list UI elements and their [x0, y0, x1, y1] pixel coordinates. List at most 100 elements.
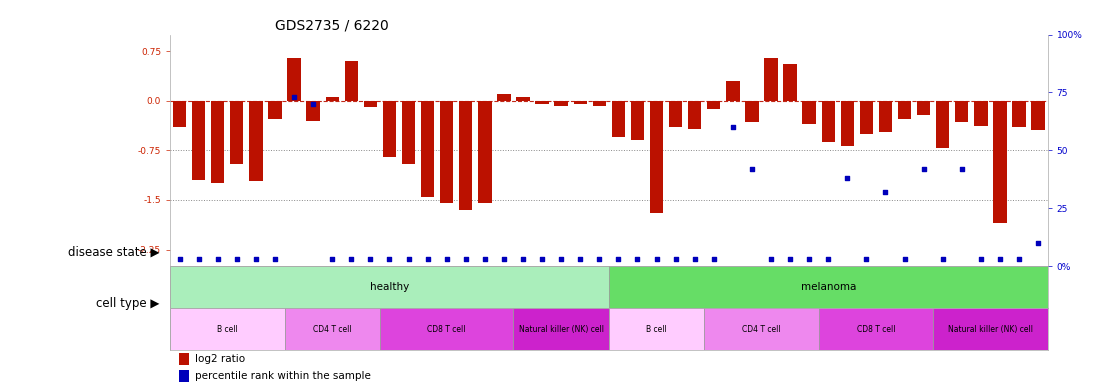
- Bar: [917, 101, 930, 115]
- Point: [190, 256, 207, 262]
- Bar: [609, 266, 1048, 308]
- Text: melanoma: melanoma: [801, 282, 856, 292]
- Bar: [249, 101, 262, 181]
- Point: [953, 166, 971, 172]
- Bar: [179, 369, 190, 382]
- Bar: [649, 101, 664, 213]
- Point: [686, 256, 703, 262]
- Bar: [380, 308, 513, 350]
- Bar: [179, 353, 190, 366]
- Bar: [688, 101, 701, 129]
- Point: [342, 256, 360, 262]
- Point: [267, 256, 284, 262]
- Text: cell type ▶: cell type ▶: [95, 297, 159, 310]
- Point: [667, 256, 685, 262]
- Text: healthy: healthy: [370, 282, 409, 292]
- Point: [629, 256, 646, 262]
- Bar: [284, 308, 380, 350]
- Bar: [192, 101, 205, 180]
- Bar: [955, 101, 969, 122]
- Bar: [211, 101, 225, 184]
- Text: GDS2735 / 6220: GDS2735 / 6220: [275, 18, 389, 32]
- Bar: [822, 101, 835, 142]
- Bar: [1013, 101, 1026, 127]
- Point: [647, 256, 665, 262]
- Point: [476, 256, 494, 262]
- Bar: [818, 308, 934, 350]
- Text: B cell: B cell: [646, 325, 667, 334]
- Point: [819, 256, 837, 262]
- Point: [419, 256, 437, 262]
- Bar: [669, 101, 682, 127]
- Bar: [609, 308, 704, 350]
- Point: [896, 256, 914, 262]
- Bar: [974, 101, 987, 126]
- Point: [992, 256, 1009, 262]
- Bar: [497, 94, 510, 101]
- Point: [781, 256, 799, 262]
- Bar: [344, 61, 358, 101]
- Point: [533, 256, 551, 262]
- Bar: [402, 101, 415, 164]
- Bar: [897, 101, 912, 119]
- Point: [877, 189, 894, 195]
- Point: [362, 256, 380, 262]
- Bar: [592, 101, 606, 106]
- Point: [438, 256, 455, 262]
- Bar: [860, 101, 873, 134]
- Text: CD4 T cell: CD4 T cell: [313, 325, 351, 334]
- Point: [285, 94, 303, 100]
- Text: CD8 T cell: CD8 T cell: [857, 325, 895, 334]
- Point: [247, 256, 264, 262]
- Bar: [421, 101, 434, 197]
- Point: [208, 256, 226, 262]
- Bar: [440, 101, 453, 203]
- Bar: [879, 101, 892, 132]
- Point: [553, 256, 570, 262]
- Bar: [574, 101, 587, 104]
- Bar: [1031, 101, 1044, 131]
- Bar: [306, 101, 320, 121]
- Bar: [383, 101, 396, 157]
- Bar: [364, 101, 377, 108]
- Bar: [230, 101, 244, 164]
- Bar: [269, 101, 282, 119]
- Point: [934, 256, 951, 262]
- Bar: [517, 98, 530, 101]
- Point: [304, 101, 321, 107]
- Point: [495, 256, 512, 262]
- Point: [801, 256, 818, 262]
- Bar: [765, 58, 778, 101]
- Point: [743, 166, 760, 172]
- Bar: [170, 308, 284, 350]
- Point: [399, 256, 417, 262]
- Point: [858, 256, 875, 262]
- Bar: [783, 65, 796, 101]
- Bar: [173, 101, 186, 127]
- Bar: [803, 101, 816, 124]
- Bar: [612, 101, 625, 137]
- Bar: [993, 101, 1007, 223]
- Point: [838, 175, 856, 181]
- Bar: [840, 101, 853, 146]
- Point: [724, 124, 742, 130]
- Point: [228, 256, 246, 262]
- Bar: [459, 101, 473, 210]
- Bar: [745, 101, 759, 122]
- Point: [705, 256, 723, 262]
- Bar: [726, 81, 739, 101]
- Bar: [704, 308, 818, 350]
- Text: CD8 T cell: CD8 T cell: [428, 325, 466, 334]
- Text: percentile rank within the sample: percentile rank within the sample: [194, 371, 371, 381]
- Bar: [513, 308, 609, 350]
- Text: log2 ratio: log2 ratio: [194, 354, 245, 364]
- Bar: [934, 308, 1048, 350]
- Point: [1010, 256, 1028, 262]
- Text: disease state ▶: disease state ▶: [68, 245, 159, 258]
- Bar: [708, 101, 721, 109]
- Bar: [554, 101, 568, 106]
- Point: [590, 256, 608, 262]
- Point: [610, 256, 627, 262]
- Bar: [936, 101, 949, 148]
- Text: B cell: B cell: [217, 325, 238, 334]
